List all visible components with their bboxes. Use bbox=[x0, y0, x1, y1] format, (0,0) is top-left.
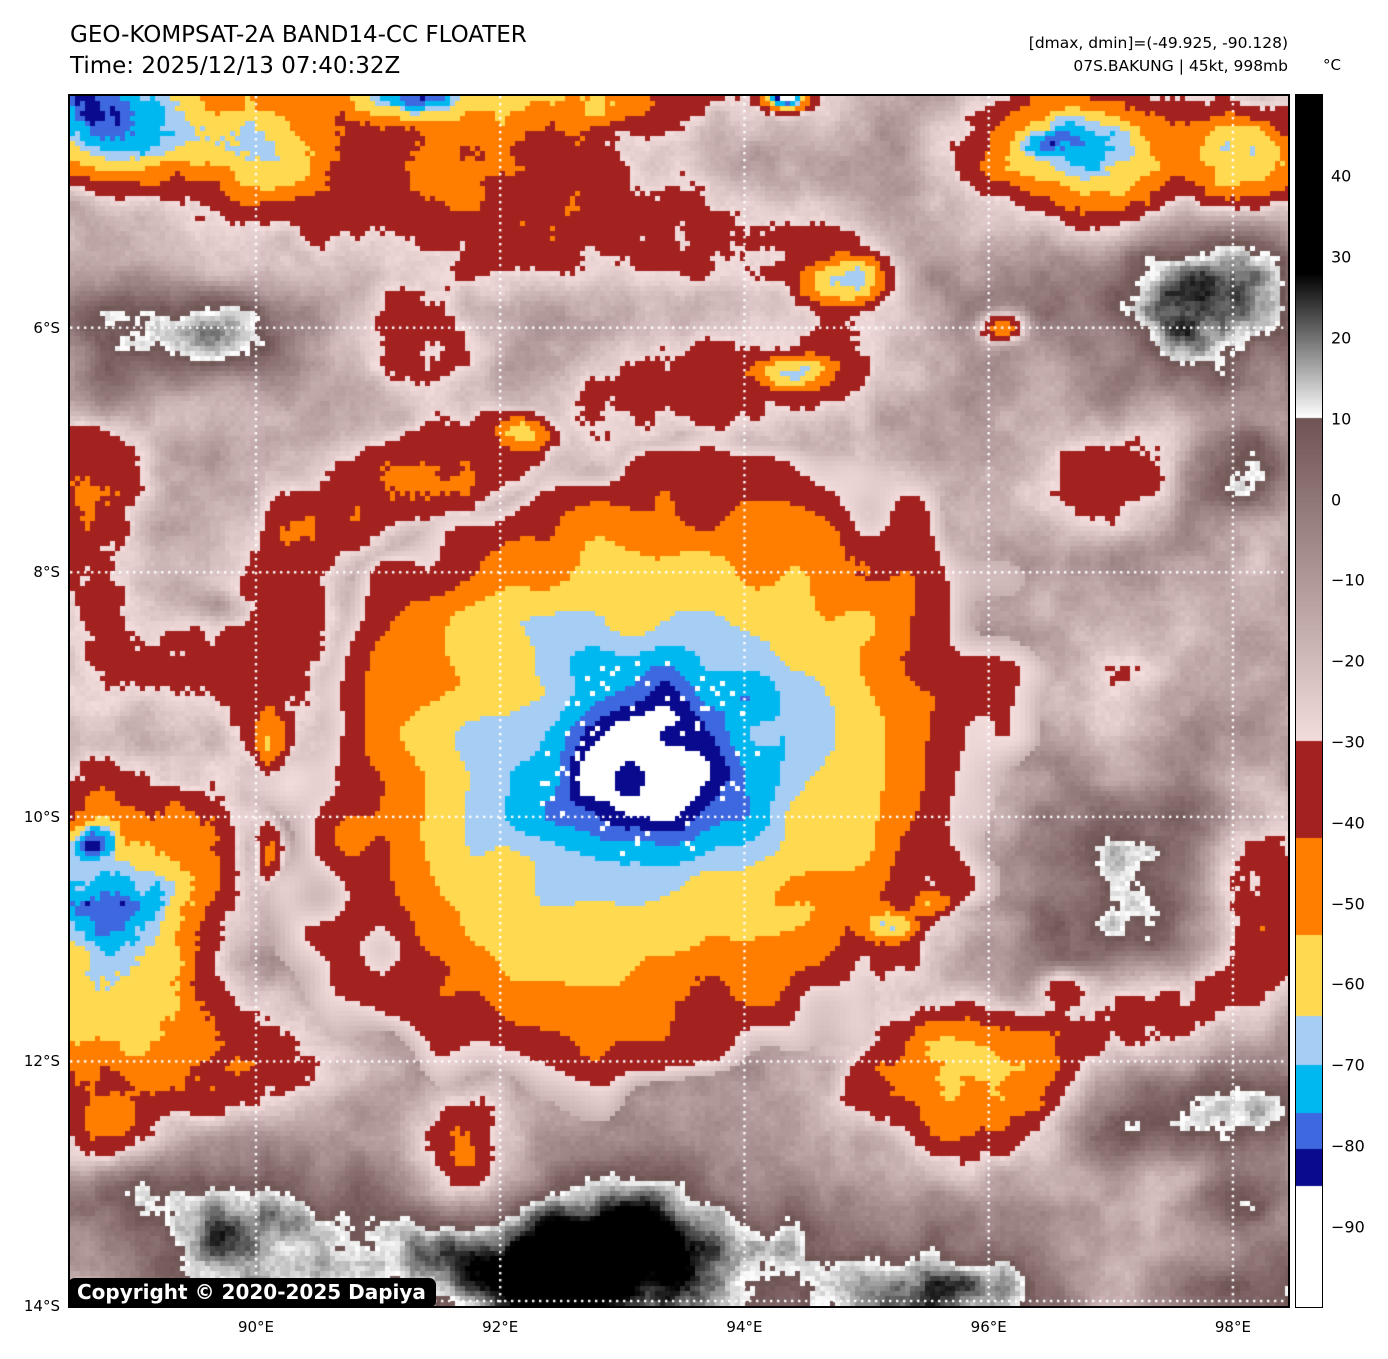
colorbar-tick-label: 20 bbox=[1331, 328, 1352, 348]
latitude-tick-label: 8°S bbox=[33, 563, 60, 582]
page-title: GEO-KOMPSAT-2A BAND14-CC FLOATER bbox=[70, 22, 527, 48]
longitude-tick-label: 92°E bbox=[482, 1318, 519, 1336]
colorbar-tick-label: −10 bbox=[1331, 570, 1365, 590]
colorbar-unit-label: °C bbox=[1323, 56, 1341, 74]
colorbar-tick-label: −60 bbox=[1331, 974, 1365, 994]
colorbar-tick-label: −30 bbox=[1331, 732, 1365, 752]
colorbar-tick-label: −70 bbox=[1331, 1055, 1365, 1075]
timestamp: Time: 2025/12/13 07:40:32Z bbox=[70, 53, 401, 79]
colorbar-tick-label: 40 bbox=[1331, 166, 1352, 186]
latitude-tick-label: 6°S bbox=[33, 318, 60, 337]
latitude-tick-label: 14°S bbox=[23, 1297, 60, 1315]
colorbar-tick-label: 10 bbox=[1331, 409, 1352, 429]
colorbar bbox=[1295, 94, 1323, 1308]
longitude-tick-label: 98°E bbox=[1214, 1318, 1251, 1336]
title-block: GEO-KOMPSAT-2A BAND14-CC FLOATER Time: 2… bbox=[70, 20, 527, 82]
satellite-raster-canvas bbox=[70, 96, 1288, 1306]
satellite-map: Copyright © 2020-2025 Dapiya bbox=[68, 94, 1290, 1308]
colorbar-tick-label: −40 bbox=[1331, 813, 1365, 833]
annotation-block: [dmax, dmin]=(-49.925, -90.128) 07S.BAKU… bbox=[1029, 32, 1288, 78]
latitude-tick-label: 10°S bbox=[23, 807, 60, 826]
colorbar-tick-label: −50 bbox=[1331, 894, 1365, 913]
colorbar-tick-label: −80 bbox=[1331, 1136, 1365, 1156]
latitude-tick-label: 12°S bbox=[23, 1052, 60, 1071]
longitude-tick-label: 94°E bbox=[726, 1318, 763, 1336]
colorbar-tick-label: −90 bbox=[1331, 1217, 1365, 1237]
colorbar-tick-label: −20 bbox=[1331, 651, 1365, 671]
longitude-tick-label: 90°E bbox=[237, 1318, 275, 1336]
colorbar-canvas bbox=[1296, 95, 1322, 1307]
longitude-tick-label: 96°E bbox=[970, 1318, 1007, 1336]
storm-info: 07S.BAKUNG | 45kt, 998mb bbox=[1073, 57, 1288, 75]
colorbar-tick-label: 30 bbox=[1331, 247, 1352, 267]
copyright-badge: Copyright © 2020-2025 Dapiya bbox=[68, 1278, 436, 1308]
dmax-dmin-readout: [dmax, dmin]=(-49.925, -90.128) bbox=[1028, 34, 1288, 52]
colorbar-tick-label: 0 bbox=[1331, 490, 1342, 509]
